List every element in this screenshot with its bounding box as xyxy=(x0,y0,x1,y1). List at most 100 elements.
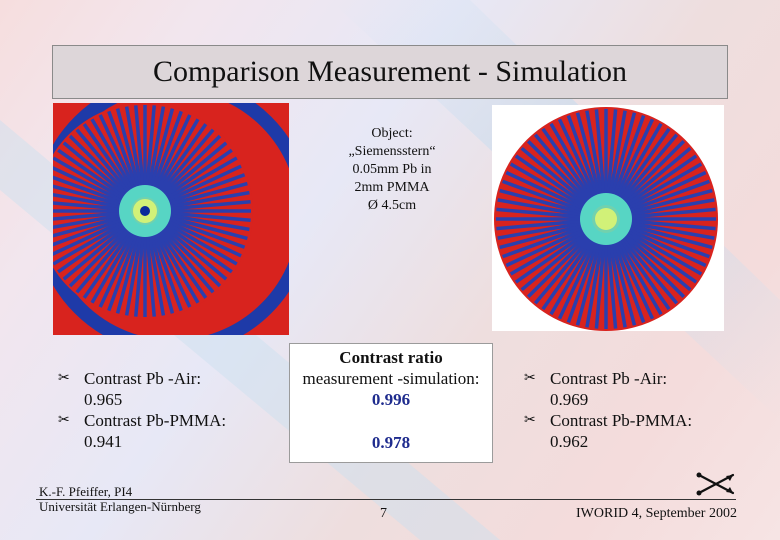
measurement-siemens-star-image xyxy=(53,103,289,335)
contrast-label: Contrast Pb-PMMA: xyxy=(84,411,227,430)
author-name: K.-F. Pfeiffer, PI4 xyxy=(39,484,133,499)
star-spoke xyxy=(148,110,183,199)
star-spoke xyxy=(53,215,134,256)
star-spoke xyxy=(98,222,141,308)
star-spoke xyxy=(156,156,238,206)
star-spoke xyxy=(53,193,132,211)
scissors-icon: ✂ xyxy=(58,371,70,386)
star-spoke xyxy=(585,232,606,328)
star-spoke xyxy=(520,146,597,212)
star-spoke xyxy=(497,219,593,240)
star-spoke xyxy=(496,218,593,231)
star-spoke xyxy=(155,148,233,205)
star-spoke xyxy=(607,112,637,206)
ratio-value-air: 0.996 xyxy=(371,390,411,409)
star-spoke xyxy=(557,230,602,320)
object-line: „Siemensstern“ xyxy=(348,144,436,159)
star-spoke xyxy=(156,164,242,207)
star-spoke xyxy=(90,118,140,200)
star-spoke xyxy=(502,179,594,216)
contrast-value: 0.969 xyxy=(550,390,589,409)
star-spoke xyxy=(124,106,145,198)
star-spoke xyxy=(153,134,222,203)
star-spoke xyxy=(614,139,686,211)
star-spoke xyxy=(90,222,140,304)
author-info: K.-F. Pfeiffer, PI4 Universität Erlangen… xyxy=(39,484,201,514)
star-spoke xyxy=(53,201,132,212)
star-spoke xyxy=(62,218,136,281)
star-spoke xyxy=(617,223,707,268)
star-spoke xyxy=(617,162,703,214)
star-spoke xyxy=(585,110,606,206)
star-spoke xyxy=(151,123,208,201)
measurement-contrast-list: ✂ Contrast Pb -Air: 0.965 ✂ Contrast Pb-… xyxy=(58,368,288,452)
star-spoke xyxy=(606,110,627,206)
star-spoke xyxy=(607,232,637,326)
slide-title: Comparison Measurement - Simulation xyxy=(52,45,728,99)
star-spoke xyxy=(134,105,146,198)
star-spoke xyxy=(145,224,166,316)
star-spoke xyxy=(158,210,251,222)
star-spoke xyxy=(82,123,139,201)
star-spoke xyxy=(614,227,686,299)
object-line: Ø 4.5cm xyxy=(367,198,417,213)
contrast-value: 0.941 xyxy=(84,432,123,451)
star-spoke xyxy=(157,214,246,249)
star-spoke xyxy=(156,215,242,258)
star-spoke xyxy=(557,118,602,208)
simulation-siemens-star-image xyxy=(492,105,724,331)
object-line: 0.05mm Pb in xyxy=(352,162,432,177)
star-spoke xyxy=(566,231,603,323)
star-spoke xyxy=(145,106,166,198)
star-spoke xyxy=(617,224,703,276)
star-spoke xyxy=(549,122,601,208)
star-spoke xyxy=(616,154,698,213)
star-spoke xyxy=(124,224,145,316)
star-spoke xyxy=(605,232,618,329)
star-spoke xyxy=(619,219,715,240)
star-spoke xyxy=(514,154,596,213)
star-spoke xyxy=(57,148,135,205)
star-spoke xyxy=(144,224,156,317)
star-spoke xyxy=(154,141,228,204)
star-spoke xyxy=(619,218,716,231)
star-spoke xyxy=(509,224,595,276)
star-spoke xyxy=(68,134,137,203)
star-spoke xyxy=(575,112,605,206)
star-spoke xyxy=(619,220,713,250)
star-spoke xyxy=(611,230,663,316)
star-spoke xyxy=(150,222,200,304)
star-spoke xyxy=(53,212,132,238)
star-spoke xyxy=(82,221,139,299)
contrast-label: Contrast Pb-PMMA: xyxy=(550,411,693,430)
conference-label: IWORID 4, September 2002 xyxy=(576,506,737,521)
star-spoke xyxy=(533,228,599,305)
contrast-value: 0.962 xyxy=(550,432,589,451)
star-spoke xyxy=(575,232,605,326)
contrast-label: Contrast Pb -Air: xyxy=(550,369,668,388)
simulation-contrast-list: ✂ Contrast Pb -Air: 0.969 ✂ Contrast Pb-… xyxy=(524,368,754,452)
star-spoke xyxy=(53,214,133,247)
ratio-title: Contrast ratio xyxy=(339,348,443,367)
star-spoke xyxy=(619,188,713,218)
list-item: ✂ Contrast Pb -Air: xyxy=(524,368,754,389)
star-spoke xyxy=(144,105,156,198)
star-spoke xyxy=(609,231,646,323)
star-spoke xyxy=(499,220,593,250)
star-spoke xyxy=(158,211,250,232)
star-spoke xyxy=(153,219,222,288)
star-spoke xyxy=(497,198,593,219)
star-spoke xyxy=(158,200,251,212)
contrast-ratio-box: Contrast ratio measurement -simulation: … xyxy=(289,343,493,463)
star-spoke xyxy=(609,115,646,207)
star-spoke xyxy=(612,229,671,311)
scissors-icon: ✂ xyxy=(524,413,536,428)
scissors-icon: ✂ xyxy=(524,371,536,386)
star-spoke xyxy=(57,217,135,274)
star-spoke xyxy=(155,217,233,274)
ratio-value-pmma: 0.978 xyxy=(371,433,411,452)
star-spoke xyxy=(615,146,692,212)
scissors-icon: ✂ xyxy=(58,413,70,428)
star-spoke xyxy=(75,128,138,202)
star-spoke xyxy=(617,170,707,215)
